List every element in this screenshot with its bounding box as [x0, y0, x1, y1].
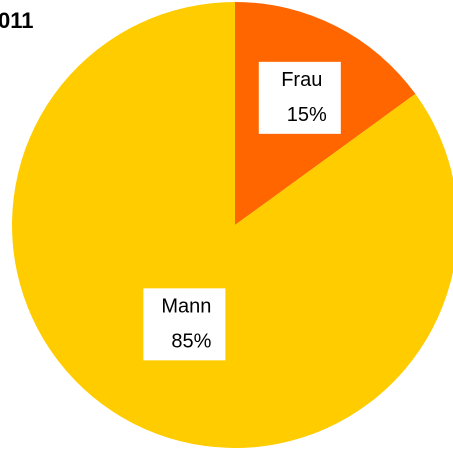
pie [12, 2, 453, 448]
slice-label: Frau [281, 69, 322, 91]
pie-slice [12, 2, 453, 448]
label-box [258, 61, 341, 134]
chart-title: 011 [0, 8, 34, 33]
value-label: 15% [287, 104, 327, 126]
label-box [143, 288, 226, 361]
slice-labels: Frau 15% Mann 85% [143, 61, 341, 361]
slice-label: Mann [161, 296, 211, 318]
value-label: 85% [171, 331, 211, 353]
